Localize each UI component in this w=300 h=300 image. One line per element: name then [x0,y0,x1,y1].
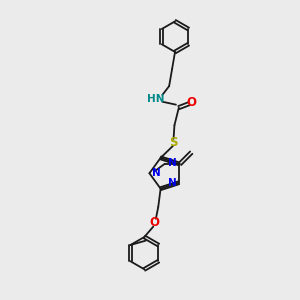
Text: N: N [152,168,160,178]
Text: O: O [150,216,160,229]
Text: N: N [168,178,177,188]
Text: HN: HN [147,94,165,104]
Text: S: S [169,136,177,149]
Text: O: O [186,96,196,109]
Text: N: N [168,158,177,168]
